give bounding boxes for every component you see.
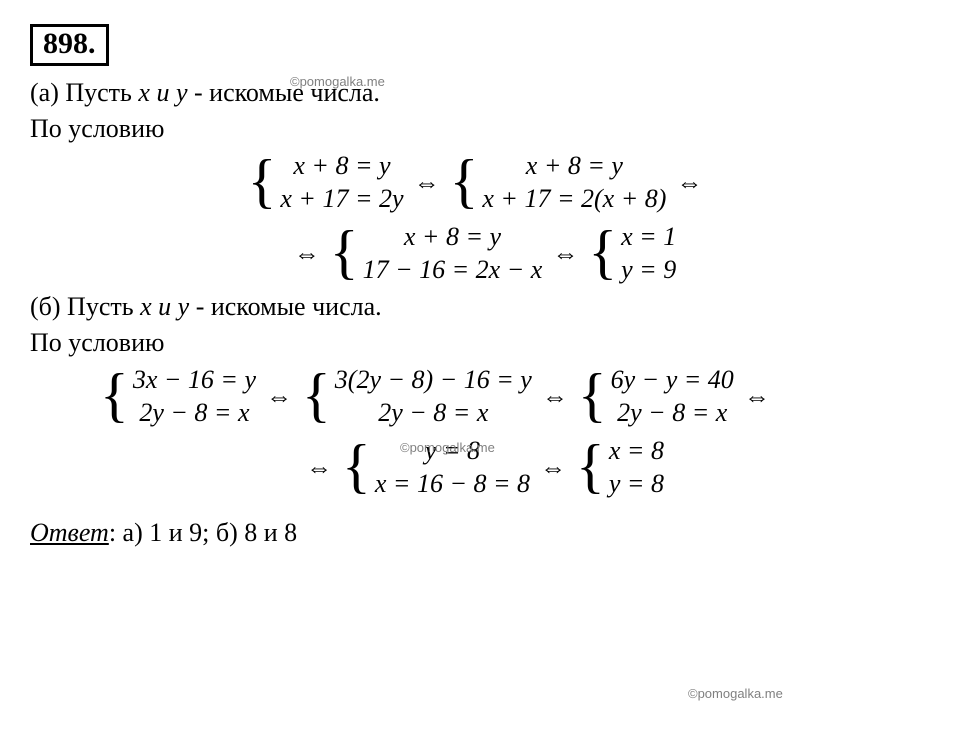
eq: 6y − y = 40 [611, 364, 734, 397]
system-b5: { x = 8 y = 8 [576, 435, 664, 500]
part-b-label2: - искомые числа. [189, 292, 381, 321]
part-a-math-line1: { x + 8 = y x + 17 = 2y ⇔ { x + 8 = y x … [30, 150, 930, 215]
eq: 2y − 8 = x [335, 397, 532, 430]
answer-label: Ответ [30, 518, 109, 547]
iff-icon: ⇔ [266, 382, 292, 412]
left-brace-icon: { [100, 365, 129, 425]
system-a2: { x + 8 = y x + 17 = 2(x + 8) [450, 150, 667, 215]
iff-icon: ⇔ [542, 382, 568, 412]
iff-icon: ⇔ [676, 168, 702, 198]
iff-icon: ⇔ [306, 453, 332, 483]
eq: x + 8 = y [280, 150, 403, 183]
part-b-math-line1: { 3x − 16 = y 2y − 8 = x ⇔ { 3(2y − 8) −… [100, 364, 930, 429]
part-a-vars: x и y [138, 78, 187, 107]
watermark: ©pomogalka.me [400, 440, 495, 455]
eq: x = 16 − 8 = 8 [375, 468, 530, 501]
left-brace-icon: { [248, 151, 277, 211]
part-b-intro: (б) Пусть x и y - искомые числа. [30, 292, 930, 322]
eq: y = 8 [609, 468, 664, 501]
left-brace-icon: { [578, 365, 607, 425]
part-a-label: (а) Пусть [30, 78, 138, 107]
part-b-vars: x и y [140, 292, 189, 321]
iff-icon: ⇔ [540, 453, 566, 483]
left-brace-icon: { [342, 436, 371, 496]
eq: 2y − 8 = x [133, 397, 256, 430]
eq: x + 8 = y [482, 150, 666, 183]
eq: x + 8 = y [363, 221, 543, 254]
part-a-math-line2: ⇔ { x + 8 = y 17 − 16 = 2x − x ⇔ { x = 1… [30, 221, 930, 286]
part-a-intro: (а) Пусть x и y - искомые числа. [30, 78, 930, 108]
eq: x = 8 [609, 435, 664, 468]
system-a4: { x = 1 y = 9 [588, 221, 676, 286]
eq: 17 − 16 = 2x − x [363, 254, 543, 287]
watermark: ©pomogalka.me [290, 74, 385, 89]
watermark: ©pomogalka.me [688, 686, 783, 701]
answer-line: Ответ: а) 1 и 9; б) 8 и 8 [30, 518, 930, 548]
eq: 3(2y − 8) − 16 = y [335, 364, 532, 397]
system-a1: { x + 8 = y x + 17 = 2y [248, 150, 404, 215]
eq: 2y − 8 = x [611, 397, 734, 430]
iff-icon: ⇔ [552, 239, 578, 269]
iff-icon: ⇔ [294, 239, 320, 269]
left-brace-icon: { [576, 436, 605, 496]
iff-icon: ⇔ [414, 168, 440, 198]
eq: 3x − 16 = y [133, 364, 256, 397]
problem-number: 898. [30, 24, 109, 66]
system-a3: { x + 8 = y 17 − 16 = 2x − x [330, 221, 543, 286]
left-brace-icon: { [588, 222, 617, 282]
part-b-condition: По условию [30, 328, 930, 358]
system-b1: { 3x − 16 = y 2y − 8 = x [100, 364, 256, 429]
part-b-label: (б) Пусть [30, 292, 140, 321]
eq: y = 9 [621, 254, 676, 287]
eq: x + 17 = 2y [280, 183, 403, 216]
left-brace-icon: { [450, 151, 479, 211]
iff-icon: ⇔ [744, 382, 770, 412]
left-brace-icon: { [330, 222, 359, 282]
eq: x = 1 [621, 221, 676, 254]
part-a-condition: По условию [30, 114, 930, 144]
system-b2: { 3(2y − 8) − 16 = y 2y − 8 = x [302, 364, 532, 429]
system-b3: { 6y − y = 40 2y − 8 = x [578, 364, 734, 429]
left-brace-icon: { [302, 365, 331, 425]
answer-text: : а) 1 и 9; б) 8 и 8 [109, 518, 297, 547]
eq: x + 17 = 2(x + 8) [482, 183, 666, 216]
